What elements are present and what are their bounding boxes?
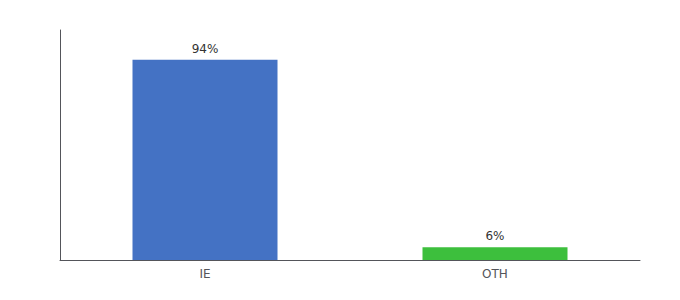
svg-text:IE: IE bbox=[199, 267, 210, 281]
svg-text:6%: 6% bbox=[485, 229, 504, 243]
svg-text:94%: 94% bbox=[192, 42, 219, 56]
svg-text:OTH: OTH bbox=[482, 267, 508, 281]
